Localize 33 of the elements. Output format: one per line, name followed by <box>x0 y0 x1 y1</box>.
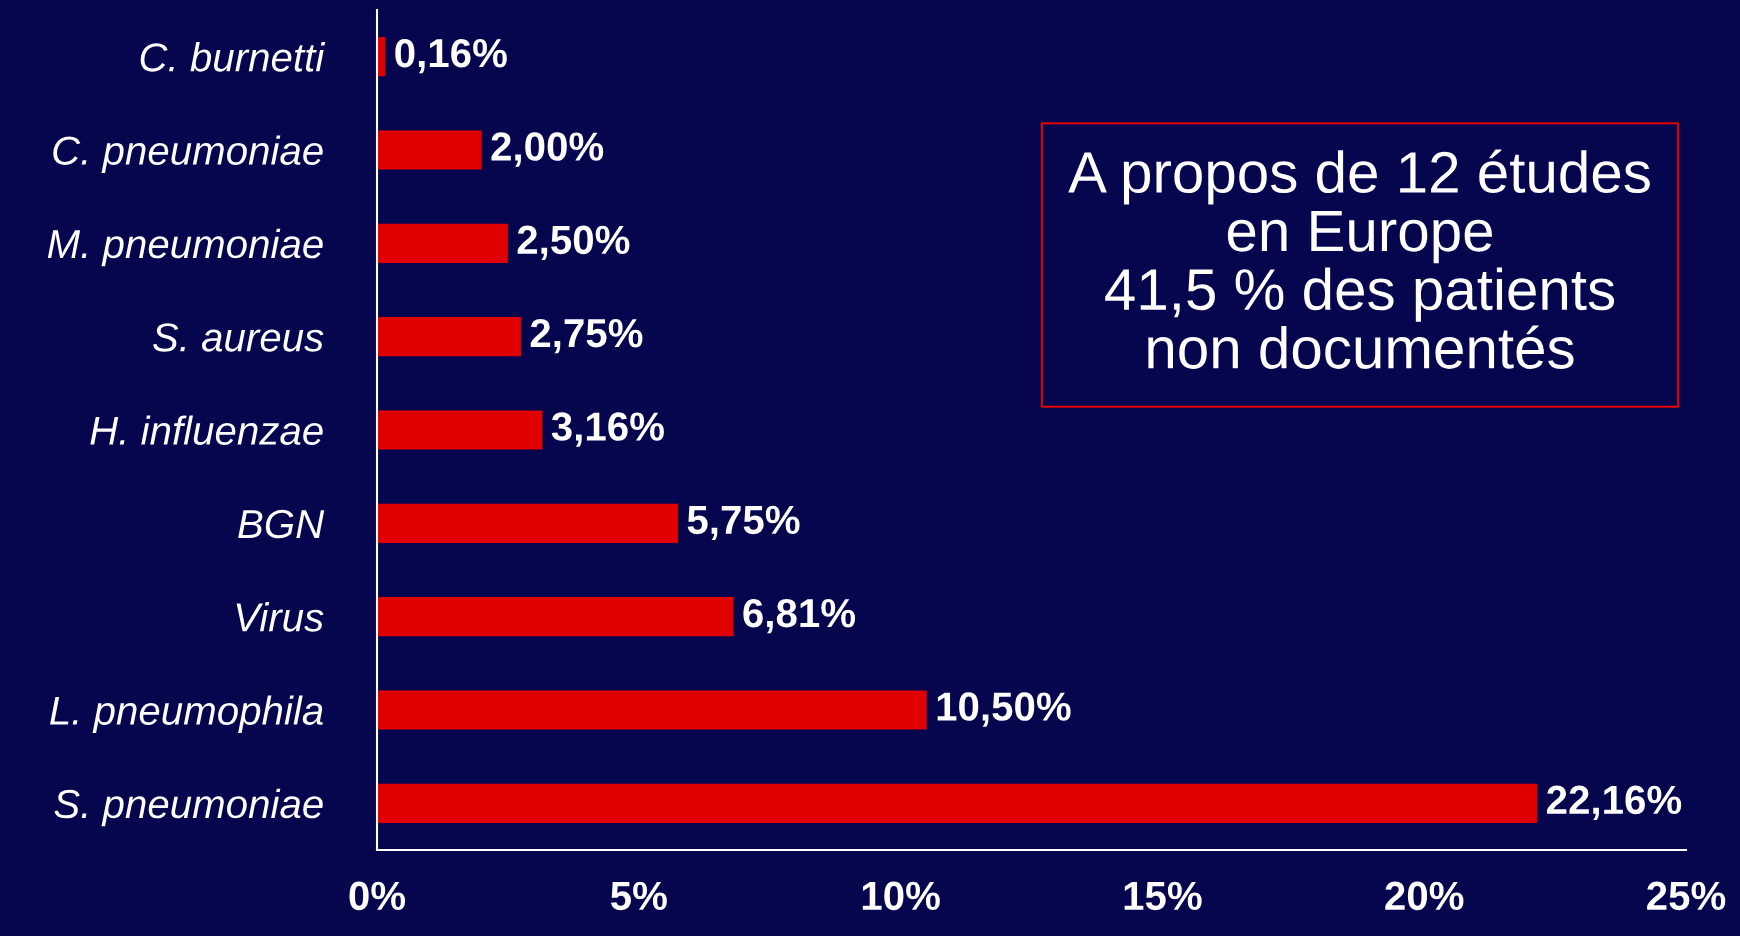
x-tick-label: 15% <box>1124 881 1202 911</box>
x-tick-label: 0% <box>349 881 406 911</box>
data-label: 5,75% <box>687 505 800 540</box>
x-tick-label: 10% <box>862 881 940 911</box>
data-label: 22,16% <box>1547 785 1682 820</box>
y-tick-label: Virus <box>236 602 324 632</box>
y-tick-label: C. pneumoniae <box>53 135 323 173</box>
bar <box>377 597 734 637</box>
bar <box>377 130 482 170</box>
data-label: 10,50% <box>937 692 1071 727</box>
y-tick-label: M. pneumoniae <box>47 228 323 267</box>
data-label: 3,16% <box>551 412 664 447</box>
bar <box>377 317 521 357</box>
data-label: 2,75% <box>530 318 643 354</box>
bar <box>377 410 543 450</box>
bar <box>377 503 679 543</box>
x-tick-label: 5% <box>610 881 667 911</box>
bar <box>377 690 927 730</box>
y-tick-label: S. pneumoniae <box>54 788 323 827</box>
data-label: 0,16% <box>395 38 507 74</box>
y-tick-label: H. influenzae <box>90 415 323 445</box>
y-tick-label: BGN <box>238 509 325 539</box>
data-label: 2,50% <box>517 225 630 260</box>
x-tick-label: 20% <box>1385 881 1464 911</box>
bar <box>377 223 508 263</box>
y-tick-label: C. burnetti <box>140 42 326 72</box>
annotation: A propos de 12 études en Europe 41,5 % des patients non documentés <box>1068 149 1650 369</box>
x-tick-label: 25% <box>1647 881 1726 911</box>
y-tick-label: S. aureus <box>152 323 324 352</box>
bar <box>377 783 1538 823</box>
data-label: 6,81% <box>743 598 856 634</box>
data-label: 2,00% <box>491 132 604 167</box>
y-tick-label: L. pneumophila <box>50 695 323 733</box>
